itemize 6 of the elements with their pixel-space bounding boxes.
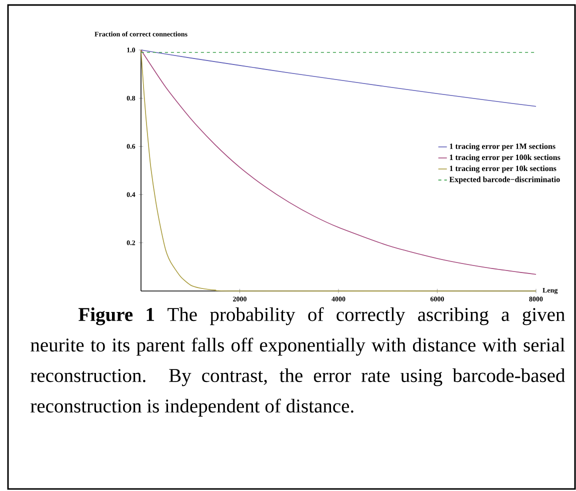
text: Figure 1 The probability of correctly ascribing a given neurite to its parent falls off exponentially with distance with serial reconstruction. By contrast, the error rate using barcode-based reconstruction is independent of distance. (30, 307, 565, 417)
legend-label: Expected barcode−discriminatio (449, 176, 560, 184)
legend-label: 1 tracing error per 10k sections (450, 165, 556, 173)
line-series (140, 50, 536, 107)
legend-label: 1 tracing error per 100k sections (450, 154, 560, 162)
legend-label: 1 tracing error per 1M sections (450, 143, 556, 151)
